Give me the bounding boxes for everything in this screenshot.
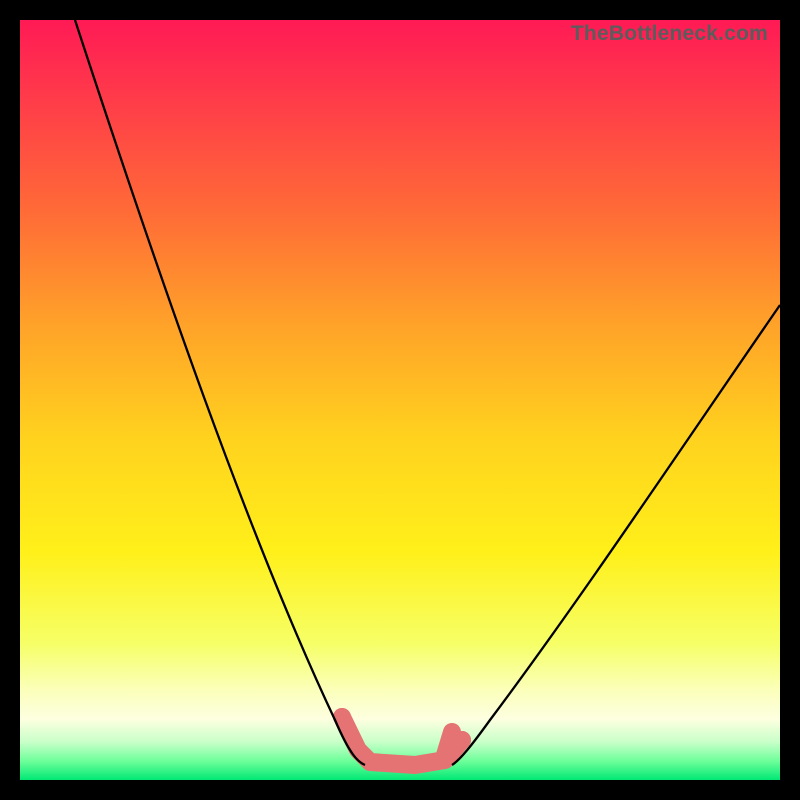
chart-frame: TheBottleneck.com <box>0 0 800 800</box>
watermark-text: TheBottleneck.com <box>571 22 768 46</box>
curve-right <box>452 305 780 765</box>
plot-area: TheBottleneck.com <box>20 20 780 780</box>
curves-layer <box>20 20 780 780</box>
curve-left <box>75 20 365 765</box>
